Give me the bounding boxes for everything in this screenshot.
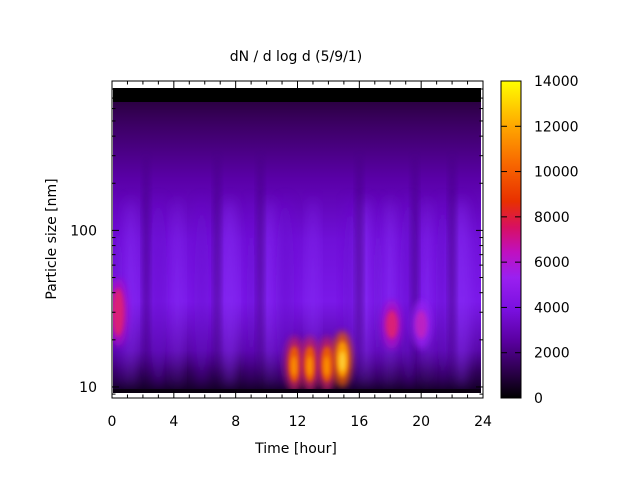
x-tick-label: 8 xyxy=(231,414,240,430)
chart-title: dN / d log d (5/9/1) xyxy=(230,49,363,65)
heatmap-area xyxy=(113,88,481,393)
heatmap-top-cap xyxy=(113,88,481,102)
heatmap-streak xyxy=(383,197,398,388)
heat-spot-core xyxy=(113,288,125,337)
heatmap-streak xyxy=(372,197,383,388)
heatmap-gap xyxy=(356,155,363,376)
colorbar-tick-label: 8000 xyxy=(534,210,570,226)
heatmap-streak xyxy=(171,197,182,388)
x-axis-label: Time [hour] xyxy=(254,441,337,457)
x-tick-label: 24 xyxy=(474,414,492,430)
heatmap-streak xyxy=(435,197,450,388)
y-axis: 10 100 xyxy=(70,80,483,396)
colorbar-axis: 0 2000 4000 6000 8000 10000 12000 14000 xyxy=(501,74,579,407)
heatmap-gap xyxy=(257,155,264,376)
colorbar-tick-label: 12000 xyxy=(534,119,579,135)
heatmap-streak xyxy=(422,197,433,388)
colorbar-tick-label: 4000 xyxy=(534,300,570,316)
heatmap-streak xyxy=(452,197,471,388)
x-tick-label: 12 xyxy=(289,414,307,430)
heat-spot-peak xyxy=(291,356,298,377)
colorbar-tick-label: 6000 xyxy=(534,255,570,271)
heatmap-streak xyxy=(220,197,239,388)
heat-spot-peak xyxy=(306,356,313,377)
heat-spot-core xyxy=(415,310,428,339)
heatmap-streak xyxy=(246,197,257,388)
colorbar-tick-label: 14000 xyxy=(534,74,579,90)
x-tick-label: 4 xyxy=(169,414,178,430)
heatmap-gap xyxy=(214,155,221,376)
x-tick-label: 0 xyxy=(108,414,117,430)
heatmap-streak xyxy=(194,197,209,388)
heatmap-streak xyxy=(262,197,277,388)
colorbar-tick-label: 10000 xyxy=(534,165,579,181)
colorbar xyxy=(500,80,522,399)
y-axis-label: Particle size [nm] xyxy=(44,178,60,299)
heat-spot-core xyxy=(385,310,398,339)
y-tick-label: 10 xyxy=(79,380,97,396)
heatmap-streak xyxy=(149,197,168,388)
heat-spot-peak xyxy=(339,351,346,372)
y-tick-label: 100 xyxy=(70,223,97,239)
heatmap-gap xyxy=(143,155,150,376)
colorbar-tick-label: 0 xyxy=(534,391,543,407)
heat-spot-peak xyxy=(323,356,330,377)
heatmap-gap xyxy=(449,155,456,376)
heatmap-streak xyxy=(123,197,138,388)
x-axis: 0 4 8 12 16 20 24 xyxy=(108,81,492,430)
x-tick-label: 20 xyxy=(412,414,430,430)
colorbar-tick-label: 2000 xyxy=(534,346,570,362)
x-tick-label: 16 xyxy=(350,414,368,430)
